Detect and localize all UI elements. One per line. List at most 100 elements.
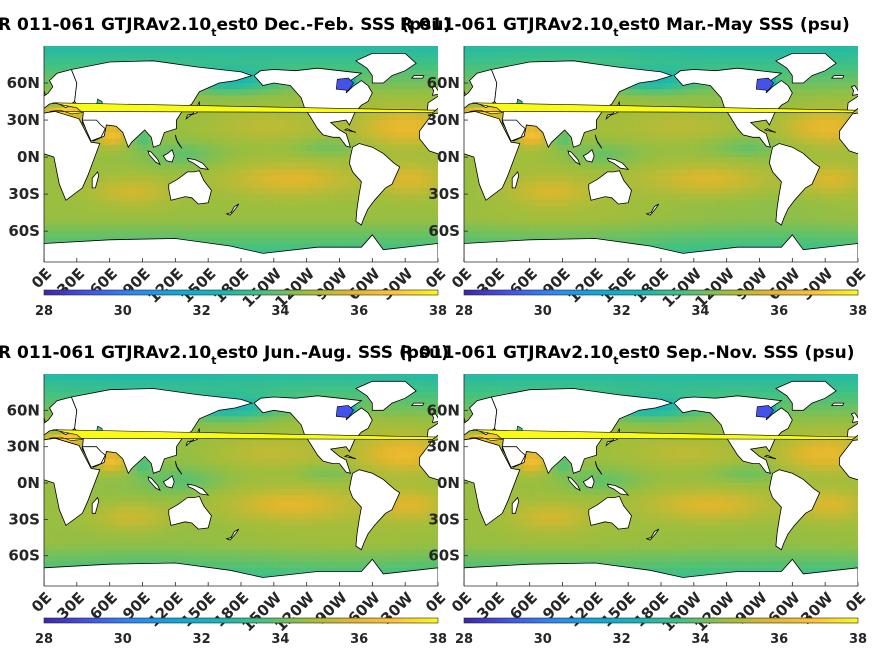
sss-cell [600,52,607,59]
sss-cell [410,132,417,140]
sss-cell [639,187,646,195]
sss-cell [290,126,297,133]
sss-cell [715,46,722,53]
sss-cell [115,194,122,201]
sss-cell [699,224,706,232]
sss-cell [469,237,476,245]
sss-cell [464,52,471,59]
sss-cell [323,231,330,238]
sss-cell [688,163,695,171]
sss-cell [567,138,575,146]
sss-cell [344,212,352,220]
sss-cell [251,52,259,59]
sss-cell [764,206,772,214]
sss-field [464,46,858,262]
sss-cell [677,163,684,171]
sss-cell [388,95,395,103]
sss-cell [606,126,613,133]
sss-cell [230,83,237,90]
sss-cell [551,175,558,183]
sss-cell [611,113,618,121]
sss-cell [644,83,651,90]
sss-cell [589,175,596,183]
sss-cell [518,181,525,189]
sss-cell [312,224,319,232]
sss-cell [464,46,471,53]
sss-cell [513,187,520,195]
sss-cell [650,237,657,245]
sss-cell [350,113,357,121]
sss-cell [87,200,94,208]
sss-cell [175,132,182,140]
sss-cell [732,46,739,53]
sss-cell [142,52,149,59]
sss-cell [567,187,575,195]
sss-cell [427,150,434,158]
sss-cell [230,212,237,220]
sss-cell [644,95,651,103]
sss-cell [617,224,624,232]
sss-cell [279,132,286,140]
sss-cell [825,83,832,90]
sss-cell [650,95,657,103]
sss-cell [120,163,127,171]
sss-cell [578,175,585,183]
sss-cell [524,187,531,195]
sss-cell [644,58,651,66]
sss-cell [301,163,308,171]
sss-cell [710,224,717,232]
sss-cell [710,200,717,208]
sss-cell [546,46,553,53]
land-borneo [162,149,175,163]
sss-cell [164,181,171,189]
sss-cell [737,157,744,164]
sss-cell [241,46,248,53]
sss-cell [312,218,319,226]
sss-cell [628,138,635,146]
sss-cell [104,58,111,66]
sss-cell [606,144,613,152]
sss-cell [737,138,744,146]
sss-cell [628,200,635,208]
sss-cell [388,181,395,189]
sss-cell [115,231,122,238]
sss-cell [317,169,324,177]
sss-cell [295,64,302,72]
sss-cell [312,237,319,245]
sss-cell [622,46,629,53]
sss-cell [710,212,717,220]
sss-cell [611,52,618,59]
lon-tick-label: 0E [422,265,449,292]
sss-cell [803,224,810,232]
sss-cell [764,175,772,183]
sss-cell [754,200,761,208]
sss-cell [323,218,330,226]
sss-cell [485,224,492,232]
sss-cell [295,113,302,121]
sss-cell [339,157,346,164]
sss-cell [540,52,547,59]
lat-tick-label: 0N [17,148,40,166]
sss-cell [372,206,379,214]
sss-cell [677,58,684,66]
sss-cell [633,138,640,146]
sss-cell [312,206,319,214]
sss-cell [339,52,346,59]
sss-cell [551,194,558,201]
sss-cell [469,70,476,78]
sss-cell [732,150,739,158]
sss-cell [715,52,722,59]
sss-cell [268,237,275,245]
sss-cell [562,206,569,214]
sss-cell [361,231,368,238]
sss-cell [432,194,438,201]
sss-cell [474,181,482,189]
sss-cell [65,46,72,53]
sss-cell [295,231,302,238]
sss-cell [416,224,423,232]
sss-cell [704,224,711,232]
sss-cell [284,157,291,164]
sss-cell [666,120,673,127]
sss-cell [410,52,417,59]
sss-cell [394,101,401,109]
